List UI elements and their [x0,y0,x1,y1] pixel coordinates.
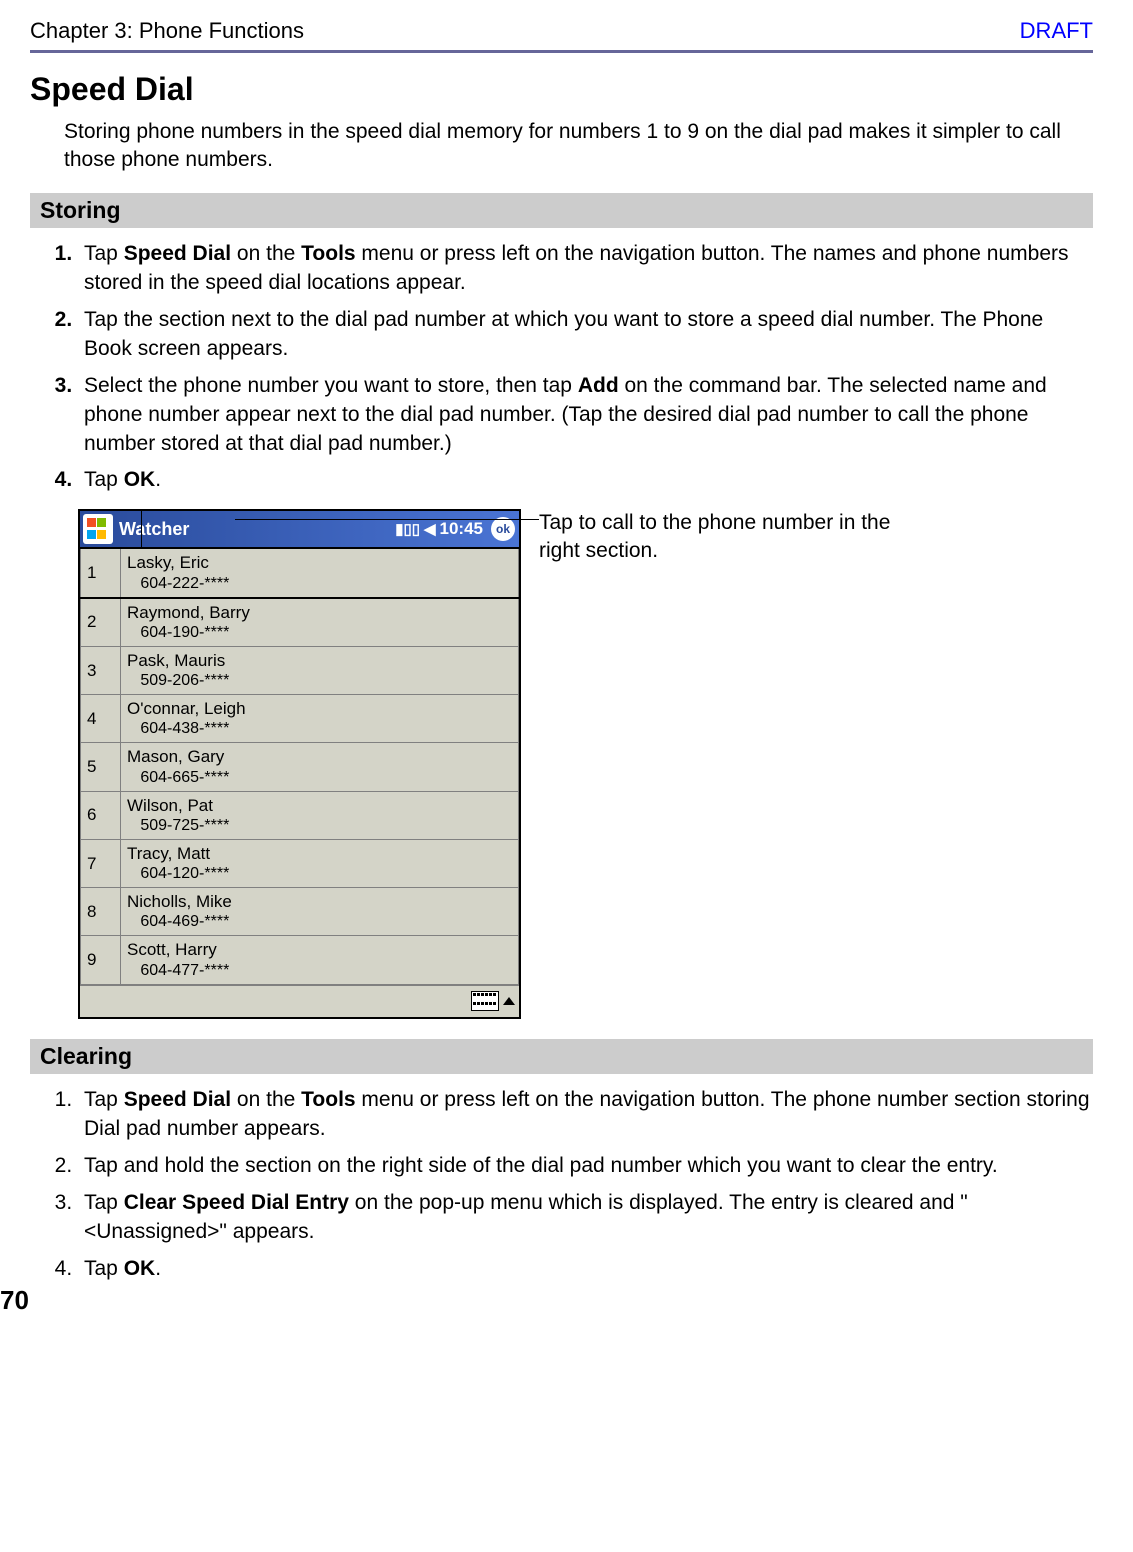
entry-info[interactable]: O'connar, Leigh 604-438-**** [121,695,519,743]
app-title: Watcher [119,519,389,540]
dial-pad-number[interactable]: 9 [81,936,121,984]
clock: 10:45 [440,519,483,539]
entry-info[interactable]: Nicholls, Mike 604-469-**** [121,888,519,936]
entry-info[interactable]: Raymond, Barry 604-190-**** [121,598,519,647]
callout-line-vert [141,509,142,549]
entry-info[interactable]: Tracy, Matt 604-120-**** [121,839,519,887]
dial-pad-number[interactable]: 3 [81,646,121,694]
page-heading: Speed Dial [30,71,1093,108]
dial-pad-number[interactable]: 1 [81,548,121,597]
figure-callout: Tap to call to the phone number in the r… [539,509,899,564]
device-bottombar [80,985,519,1017]
entry-info[interactable]: Scott, Harry 604-477-**** [121,936,519,984]
dial-pad-number[interactable]: 8 [81,888,121,936]
section-clearing: Clearing [30,1039,1093,1074]
header-rule [30,50,1093,53]
dial-pad-number[interactable]: 4 [81,695,121,743]
storing-step-4: Tap OK. [78,466,1093,495]
table-row[interactable]: 1Lasky, Eric 604-222-**** [81,548,519,597]
dial-pad-number[interactable]: 7 [81,839,121,887]
table-row[interactable]: 2Raymond, Barry 604-190-**** [81,598,519,647]
clearing-step-1: Tap Speed Dial on the Tools menu or pres… [78,1086,1093,1144]
device-screenshot: Watcher ▮▯▯ ◀ 10:45 ok 1Lasky, Eric 604-… [78,509,521,1018]
storing-step-1: Tap Speed Dial on the Tools menu or pres… [78,240,1093,298]
clearing-step-4: Tap OK. [78,1255,1093,1284]
entry-info[interactable]: Mason, Gary 604-665-**** [121,743,519,791]
menu-up-icon[interactable] [503,997,515,1005]
keyboard-icon[interactable] [471,991,499,1011]
table-row[interactable]: 6Wilson, Pat 509-725-**** [81,791,519,839]
entry-info[interactable]: Pask, Mauris 509-206-**** [121,646,519,694]
page-number: 70 [0,1285,29,1316]
chapter-title: Chapter 3: Phone Functions [30,18,304,44]
clearing-step-3: Tap Clear Speed Dial Entry on the pop-up… [78,1189,1093,1247]
storing-step-2: Tap the section next to the dial pad num… [78,306,1093,364]
clearing-step-2: Tap and hold the section on the right si… [78,1152,1093,1181]
device-titlebar: Watcher ▮▯▯ ◀ 10:45 ok [80,511,519,547]
table-row[interactable]: 8Nicholls, Mike 604-469-**** [81,888,519,936]
table-row[interactable]: 7Tracy, Matt 604-120-**** [81,839,519,887]
dial-pad-number[interactable]: 2 [81,598,121,647]
storing-step-3: Select the phone number you want to stor… [78,372,1093,459]
entry-info[interactable]: Lasky, Eric 604-222-**** [121,548,519,597]
section-storing: Storing [30,193,1093,228]
speaker-icon: ◀ [424,520,436,538]
table-row[interactable]: 4O'connar, Leigh 604-438-**** [81,695,519,743]
start-icon[interactable] [83,514,113,544]
speed-dial-table: 1Lasky, Eric 604-222-****2Raymond, Barry… [80,547,519,984]
table-row[interactable]: 3Pask, Mauris 509-206-**** [81,646,519,694]
entry-info[interactable]: Wilson, Pat 509-725-**** [121,791,519,839]
dial-pad-number[interactable]: 6 [81,791,121,839]
table-row[interactable]: 5Mason, Gary 604-665-**** [81,743,519,791]
table-row[interactable]: 9Scott, Harry 604-477-**** [81,936,519,984]
intro-text: Storing phone numbers in the speed dial … [64,118,1093,175]
ok-button[interactable]: ok [491,517,515,541]
draft-label: DRAFT [1020,18,1093,44]
signal-icon: ▮▯▯ [395,520,420,538]
dial-pad-number[interactable]: 5 [81,743,121,791]
